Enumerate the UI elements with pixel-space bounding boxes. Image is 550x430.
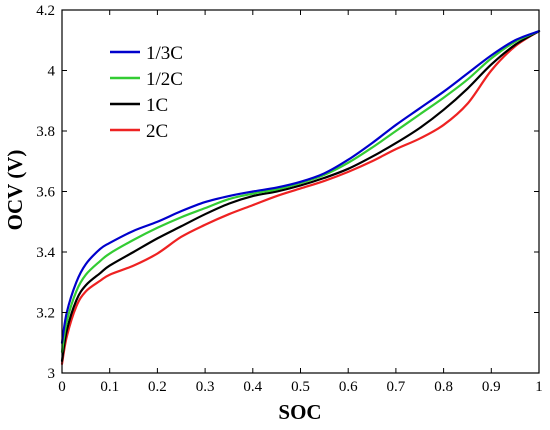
x-tick-label: 0.6 xyxy=(339,379,358,395)
legend-label-3: 2C xyxy=(146,121,168,142)
x-tick-label: 0 xyxy=(58,379,66,395)
y-tick-label: 4 xyxy=(48,64,56,80)
legend: 1/3C 1/2C 1C 2C xyxy=(110,43,183,142)
legend-label-2: 1C xyxy=(146,95,168,116)
x-axis-title: SOC xyxy=(278,400,321,424)
x-tick-label: 0.8 xyxy=(434,379,453,395)
y-axis-ticks: 3 3.2 3.4 3.6 3.8 4 4.2 xyxy=(36,3,539,382)
plot-frame xyxy=(61,9,540,374)
series-line-1 xyxy=(60,30,541,353)
x-tick-label: 0.4 xyxy=(243,379,262,395)
y-tick-label: 3.4 xyxy=(36,245,55,261)
y-tick-label: 3.8 xyxy=(36,124,55,140)
series-line-0 xyxy=(60,30,541,344)
y-tick-label: 4.2 xyxy=(36,3,55,19)
series-line-3 xyxy=(60,30,541,366)
y-tick-label: 3.2 xyxy=(36,306,55,322)
x-axis-ticks: 0 0.1 0.2 0.3 0.4 0.5 0.6 0.7 0.8 0.9 1 xyxy=(58,10,543,395)
x-tick-label: 0.3 xyxy=(196,379,215,395)
x-tick-label: 0.1 xyxy=(100,379,119,395)
x-tick-label: 0.9 xyxy=(482,379,501,395)
y-axis-title: OCV (V) xyxy=(3,150,27,231)
legend-label-0: 1/3C xyxy=(146,43,183,64)
y-tick-label: 3.6 xyxy=(36,185,55,201)
axes-frame xyxy=(61,9,540,374)
series-curves xyxy=(60,30,541,366)
y-tick-label: 3 xyxy=(48,366,56,382)
x-tick-label: 1 xyxy=(535,379,543,395)
series-line-2 xyxy=(60,30,541,362)
legend-label-1: 1/2C xyxy=(146,69,183,90)
x-tick-label: 0.2 xyxy=(148,379,167,395)
x-tick-label: 0.5 xyxy=(291,379,310,395)
x-tick-label: 0.7 xyxy=(387,379,406,395)
